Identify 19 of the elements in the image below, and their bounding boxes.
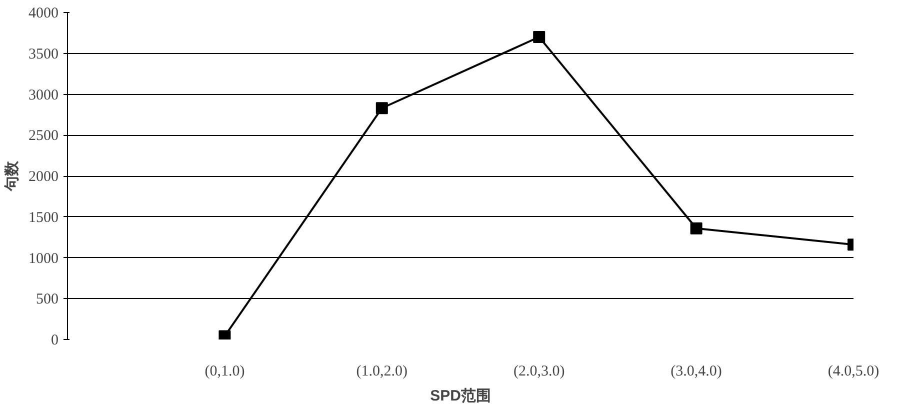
- y-axis-title: 句数: [4, 160, 20, 192]
- x-tick-label: (2.0,3.0): [513, 364, 565, 380]
- y-tick-label: 1000: [28, 250, 58, 267]
- x-tick-label: (1.0,2.0): [356, 364, 408, 380]
- y-tick-label: 1500: [28, 210, 58, 226]
- y-tick-label: 4000: [28, 6, 58, 22]
- point: [533, 31, 546, 44]
- x-tick-label: (3.0,4.0): [670, 364, 722, 380]
- y-tick-label: 2000: [28, 169, 58, 185]
- y-tick-label: 3000: [28, 87, 58, 104]
- y-tick-label: 0: [51, 332, 58, 348]
- y-tick-label: 500: [36, 292, 58, 308]
- x-tick-label: (0,1.0): [204, 364, 245, 380]
- x-tick-label: (4.0,5.0): [828, 364, 880, 380]
- x-axis-title: SPD范围: [430, 388, 491, 404]
- y-tick-label: 2500: [28, 128, 58, 144]
- y-tick-label: 3500: [28, 46, 58, 62]
- point: [690, 222, 702, 234]
- point: [376, 102, 388, 114]
